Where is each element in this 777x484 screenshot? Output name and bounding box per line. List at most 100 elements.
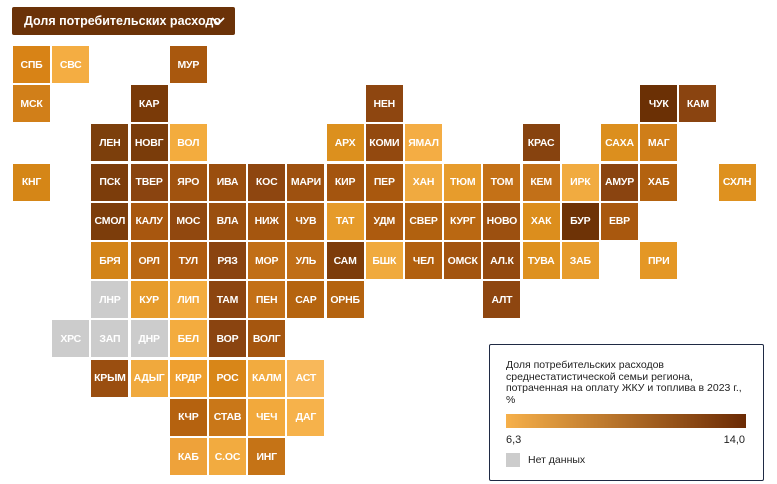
chevron-down-icon — [211, 17, 225, 26]
legend-no-data-swatch — [506, 453, 520, 467]
region-tile[interactable]: НЕН — [365, 85, 403, 123]
region-tile[interactable]: ВОЛГ — [248, 320, 286, 358]
region-tile[interactable]: ЧУК — [640, 85, 678, 123]
region-tile[interactable]: СМОЛ — [91, 202, 129, 240]
region-tile[interactable]: СХЛН — [718, 163, 756, 201]
region-tile[interactable]: КРДР — [169, 359, 207, 397]
region-tile[interactable]: ПСК — [91, 163, 129, 201]
region-tile[interactable]: МОС — [169, 202, 207, 240]
region-tile[interactable]: ОРНБ — [326, 281, 364, 319]
region-tile[interactable]: КАР — [130, 85, 168, 123]
region-tile[interactable]: АЛТ — [483, 281, 521, 319]
region-tile[interactable]: КРАС — [522, 124, 560, 162]
region-tile[interactable]: СПБ — [13, 46, 50, 83]
region-tile[interactable]: САМ — [326, 242, 364, 279]
region-tile[interactable]: ЕВР — [601, 202, 638, 240]
region-tile[interactable]: ИНГ — [248, 438, 286, 475]
region-tile[interactable]: ТУВА — [522, 242, 560, 279]
region-tile[interactable]: КАЛМ — [248, 359, 286, 397]
region-tile[interactable]: КОС — [248, 163, 286, 201]
region-tile[interactable]: ПЕР — [365, 163, 403, 201]
region-tile[interactable]: ХРС — [52, 320, 90, 358]
legend-no-data-label: Нет данных — [528, 454, 586, 466]
region-tile[interactable]: ОРЛ — [130, 242, 168, 279]
region-tile[interactable]: КРЫМ — [91, 359, 129, 397]
region-tile[interactable]: СТАВ — [209, 398, 246, 436]
legend-min-value: 6,3 — [506, 434, 522, 446]
region-tile[interactable]: МАГ — [640, 124, 678, 162]
region-tile[interactable]: БРЯ — [91, 242, 129, 279]
region-tile[interactable]: ЛИП — [169, 281, 207, 319]
region-tile[interactable]: С.ОС — [209, 438, 246, 475]
region-tile[interactable]: ИВА — [209, 163, 246, 201]
region-tile[interactable]: АЛ.К — [483, 242, 521, 279]
legend-max-value: 14,0 — [723, 434, 745, 446]
region-tile[interactable]: САХА — [601, 124, 638, 162]
region-tile[interactable]: ЧЕЛ — [405, 242, 442, 279]
region-tile[interactable]: СВЕР — [405, 202, 442, 240]
region-tile[interactable]: САР — [287, 281, 325, 319]
region-tile[interactable]: БШК — [365, 242, 403, 279]
region-tile[interactable]: ТВЕР — [130, 163, 168, 201]
region-tile[interactable]: РОС — [209, 359, 246, 397]
region-tile[interactable]: ПРИ — [640, 242, 678, 279]
legend-gradient-bar — [506, 414, 746, 428]
region-tile[interactable]: ТОМ — [483, 163, 521, 201]
region-tile[interactable]: ВЛА — [209, 202, 246, 240]
region-tile[interactable]: КЕМ — [522, 163, 560, 201]
region-tile[interactable]: АСТ — [287, 359, 325, 397]
region-tile[interactable]: АРХ — [326, 124, 364, 162]
region-tile[interactable]: ОМСК — [444, 242, 482, 279]
region-tile[interactable]: КАМ — [679, 85, 717, 123]
indicator-dropdown-label: Доля потребительских расходо — [24, 14, 221, 28]
legend-title: Доля потребительских расходов среднестат… — [506, 359, 742, 406]
region-tile[interactable]: ПЕН — [248, 281, 286, 319]
region-tile[interactable]: ЯМАЛ — [405, 124, 442, 162]
region-tile[interactable]: ЯРО — [169, 163, 207, 201]
region-tile[interactable]: ТАМ — [209, 281, 246, 319]
region-tile[interactable]: КИР — [326, 163, 364, 201]
region-tile[interactable]: КУРГ — [444, 202, 482, 240]
region-tile[interactable]: ДНР — [130, 320, 168, 358]
region-tile[interactable]: АДЫГ — [130, 359, 168, 397]
region-tile[interactable]: МСК — [13, 85, 50, 123]
indicator-dropdown[interactable]: Доля потребительских расходо — [12, 7, 235, 35]
region-tile[interactable]: ТЮМ — [444, 163, 482, 201]
region-tile[interactable]: КОМИ — [365, 124, 403, 162]
region-tile[interactable]: НОВГ — [130, 124, 168, 162]
region-tile[interactable]: ХАН — [405, 163, 442, 201]
region-tile[interactable]: МОР — [248, 242, 286, 279]
region-tile[interactable]: ЧУВ — [287, 202, 325, 240]
region-tile[interactable]: ВОР — [209, 320, 246, 358]
region-tile[interactable]: ЗАП — [91, 320, 129, 358]
region-tile[interactable]: НОВО — [483, 202, 521, 240]
region-tile[interactable]: ЗАБ — [561, 242, 599, 279]
region-tile[interactable]: МАРИ — [287, 163, 325, 201]
region-tile[interactable]: УЛЬ — [287, 242, 325, 279]
region-tile[interactable]: УДМ — [365, 202, 403, 240]
region-tile[interactable]: КНГ — [13, 163, 50, 201]
region-tile[interactable]: ИРК — [561, 163, 599, 201]
region-tile[interactable]: БУР — [561, 202, 599, 240]
region-tile[interactable]: КЧР — [169, 398, 207, 436]
region-tile[interactable]: ЧЕЧ — [248, 398, 286, 436]
region-tile[interactable]: ХАК — [522, 202, 560, 240]
region-tile[interactable]: ТУЛ — [169, 242, 207, 279]
region-tile[interactable]: НИЖ — [248, 202, 286, 240]
region-tile[interactable]: РЯЗ — [209, 242, 246, 279]
region-tile[interactable]: БЕЛ — [169, 320, 207, 358]
region-tile[interactable]: ХАБ — [640, 163, 678, 201]
map-legend: Доля потребительских расходов среднестат… — [489, 344, 764, 481]
region-tile[interactable]: ВОЛ — [169, 124, 207, 162]
region-tile[interactable]: ЛЕН — [91, 124, 129, 162]
region-tile[interactable]: КАБ — [169, 438, 207, 475]
region-tile[interactable]: ТАТ — [326, 202, 364, 240]
region-tile[interactable]: МУР — [169, 46, 207, 83]
region-tile[interactable]: КУР — [130, 281, 168, 319]
region-tile[interactable]: АМУР — [601, 163, 638, 201]
region-tile[interactable]: КАЛУ — [130, 202, 168, 240]
region-tile[interactable]: СВС — [52, 46, 90, 83]
region-tile[interactable]: ЛНР — [91, 281, 129, 319]
region-tile[interactable]: ДАГ — [287, 398, 325, 436]
